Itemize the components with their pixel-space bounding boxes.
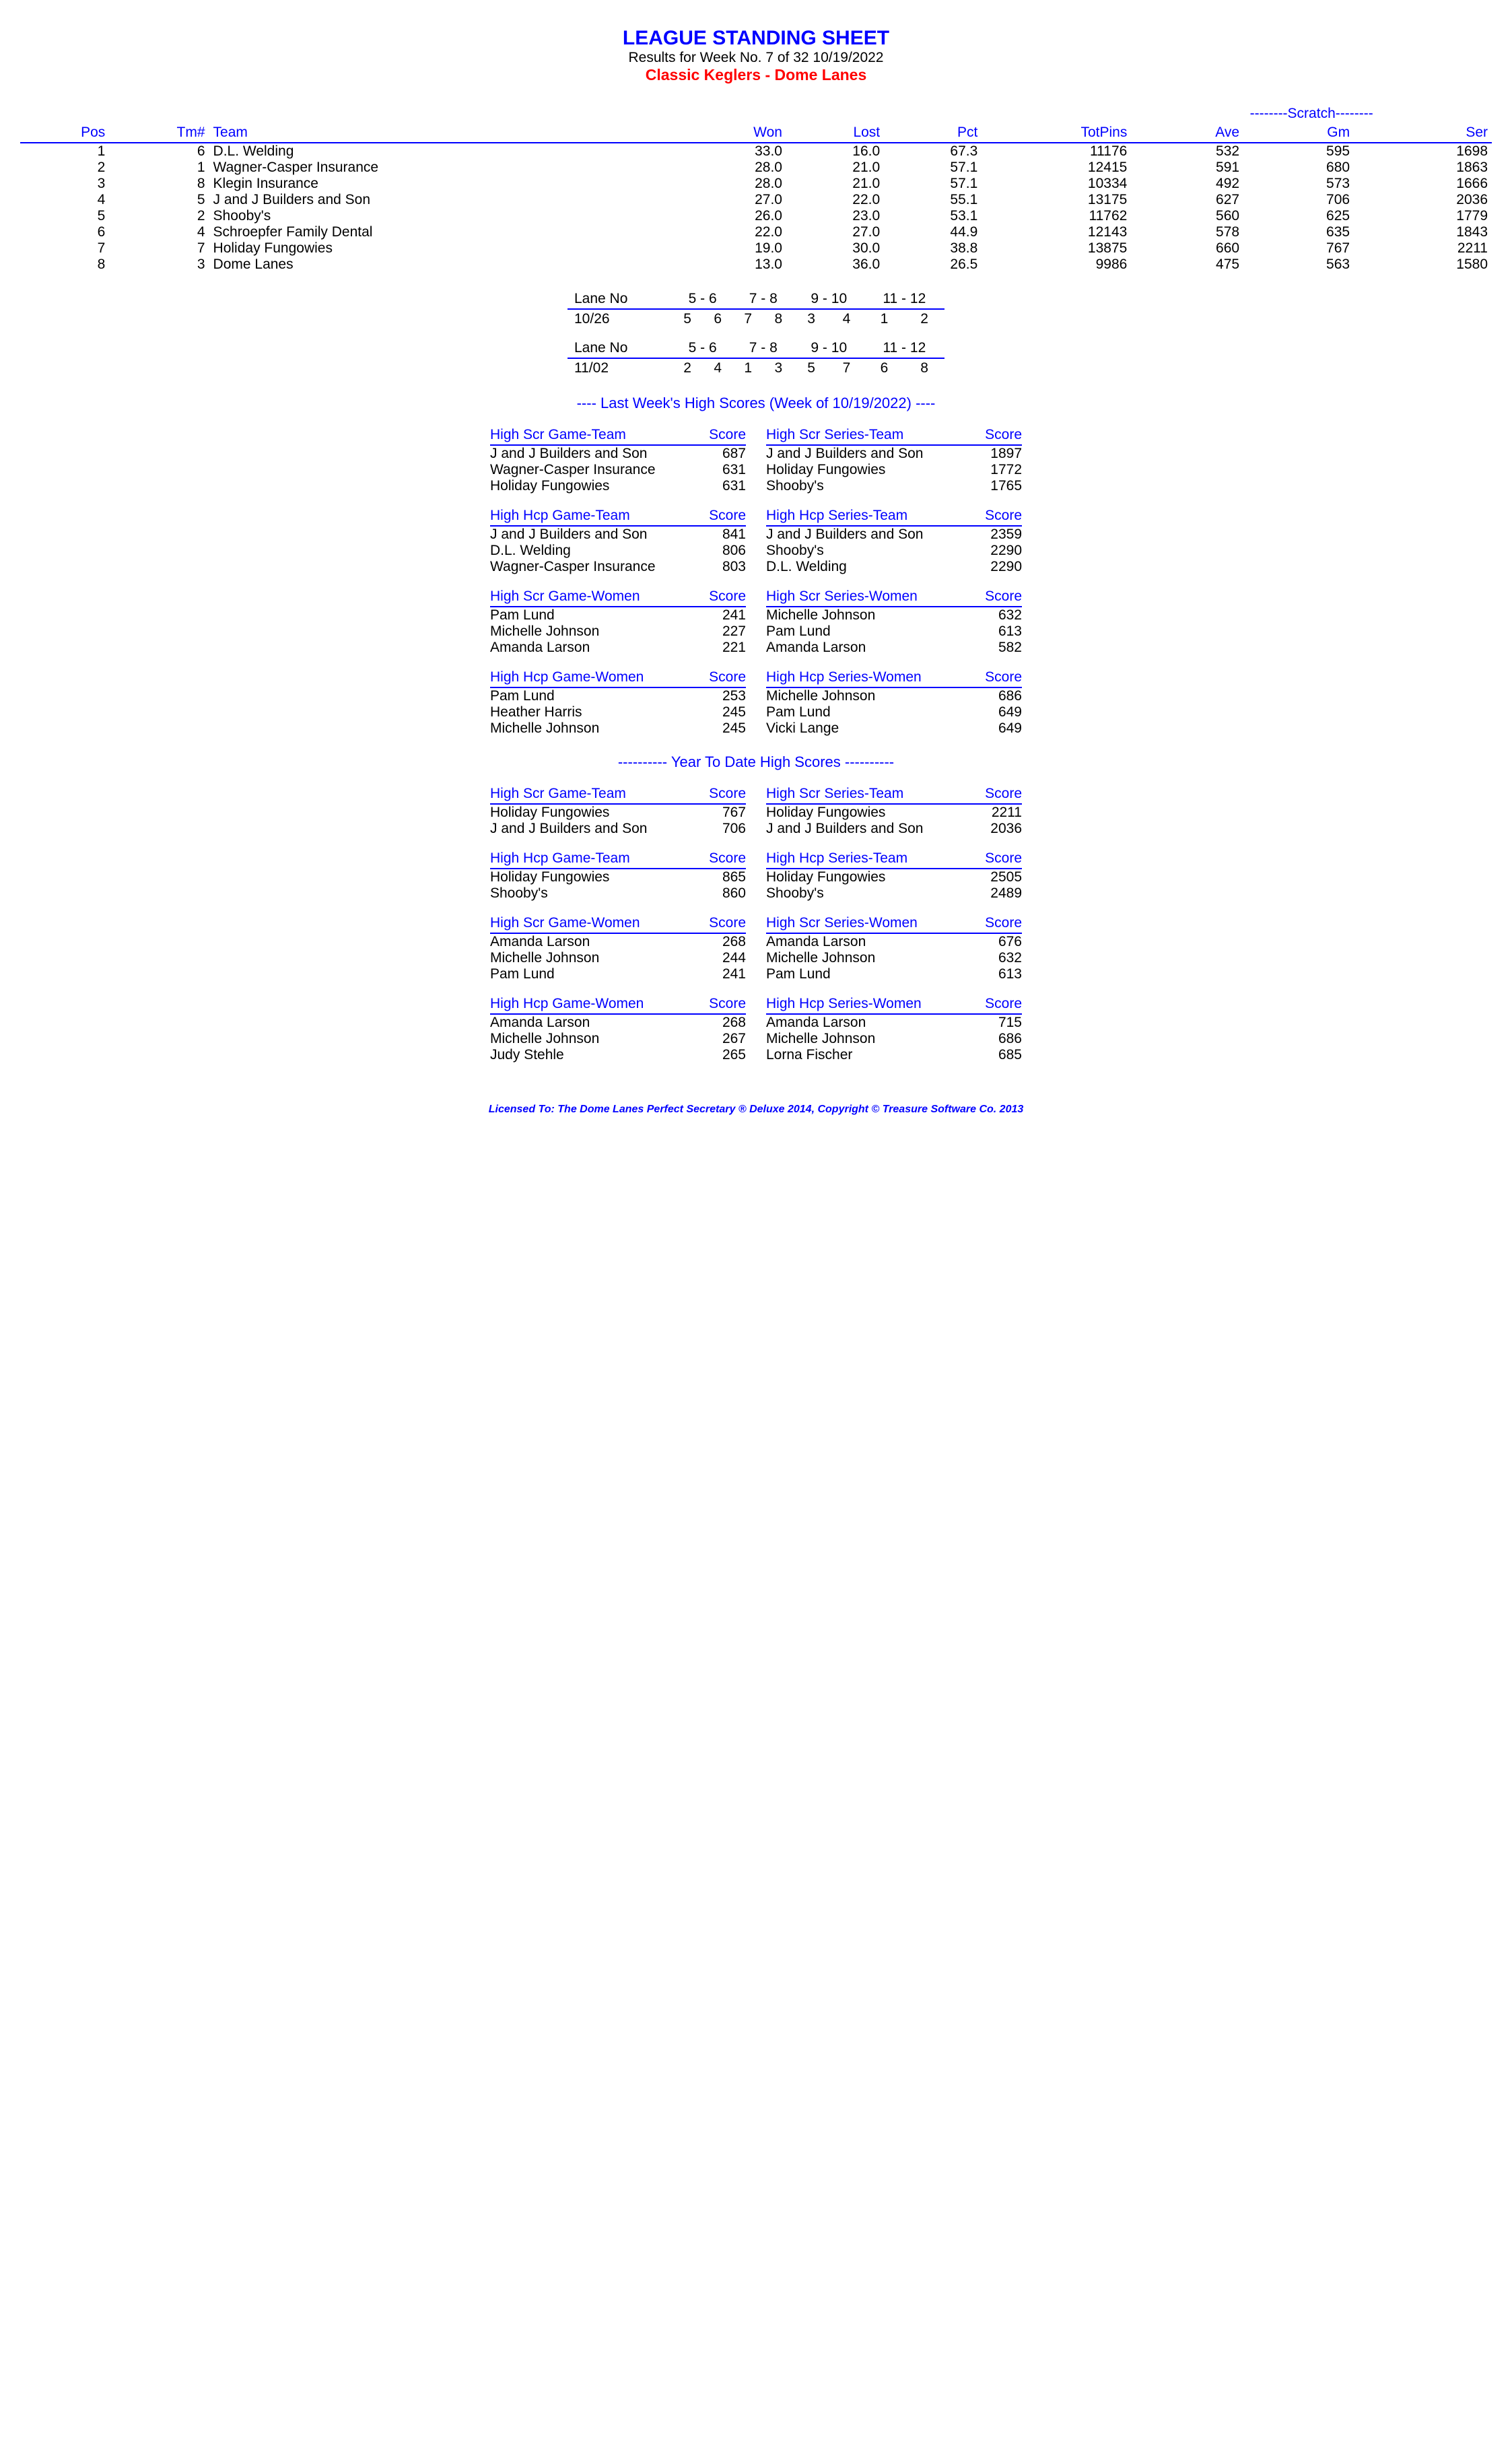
- list-item: Holiday Fungowies1772: [766, 462, 1022, 478]
- list-item: Shooby's860: [490, 885, 746, 902]
- list-item: Holiday Fungowies631: [490, 478, 746, 494]
- table-row: 83Dome Lanes13.036.026.599864755631580: [20, 257, 1492, 273]
- list-item: Shooby's1765: [766, 478, 1022, 494]
- list-item: Shooby's2489: [766, 885, 1022, 902]
- list-item: Judy Stehle265: [490, 1047, 746, 1063]
- score-table: High Scr Series-TeamScoreHoliday Fungowi…: [766, 784, 1022, 837]
- table-row: 64Schroepfer Family Dental22.027.044.912…: [20, 224, 1492, 240]
- col-ave: Ave: [1131, 123, 1243, 143]
- list-item: Lorna Fischer685: [766, 1047, 1022, 1063]
- score-table: High Hcp Series-TeamScoreHoliday Fungowi…: [766, 849, 1022, 902]
- list-item: J and J Builders and Son2359: [766, 526, 1022, 543]
- list-item: Vicki Lange649: [766, 720, 1022, 737]
- list-item: Shooby's2290: [766, 543, 1022, 559]
- score-table: High Hcp Game-WomenScoreAmanda Larson268…: [490, 995, 746, 1063]
- list-item: Pam Lund241: [490, 966, 746, 982]
- footer-text: Licensed To: The Dome Lanes Perfect Secr…: [20, 1104, 1492, 1116]
- score-table: High Scr Game-TeamScoreJ and J Builders …: [490, 426, 746, 494]
- page-title: LEAGUE STANDING SHEET: [20, 27, 1492, 50]
- list-item: Amanda Larson221: [490, 640, 746, 656]
- scratch-label: --------Scratch--------: [1131, 104, 1492, 123]
- list-item: D.L. Welding2290: [766, 559, 1022, 575]
- list-item: Amanda Larson715: [766, 1014, 1022, 1031]
- list-item: Pam Lund649: [766, 704, 1022, 720]
- list-item: Pam Lund613: [766, 966, 1022, 982]
- col-tm#: Tm#: [109, 123, 209, 143]
- col-gm: Gm: [1243, 123, 1354, 143]
- list-item: Michelle Johnson245: [490, 720, 746, 737]
- table-row: 38Klegin Insurance28.021.057.11033449257…: [20, 176, 1492, 192]
- score-table: High Hcp Series-TeamScoreJ and J Builder…: [766, 506, 1022, 575]
- table-row: 45J and J Builders and Son27.022.055.113…: [20, 192, 1492, 208]
- standings-table: --------Scratch-------- PosTm#TeamWonLos…: [20, 104, 1492, 273]
- last-week-title: ---- Last Week's High Scores (Week of 10…: [20, 395, 1492, 412]
- list-item: Amanda Larson268: [490, 1014, 746, 1031]
- score-table: High Scr Series-TeamScoreJ and J Builder…: [766, 426, 1022, 494]
- table-row: 21Wagner-Casper Insurance28.021.057.1124…: [20, 160, 1492, 176]
- score-table: High Scr Game-WomenScoreAmanda Larson268…: [490, 914, 746, 982]
- list-item: Pam Lund241: [490, 607, 746, 624]
- score-table: High Scr Series-WomenScoreAmanda Larson6…: [766, 914, 1022, 982]
- last-week-scores: High Scr Game-TeamScoreJ and J Builders …: [20, 426, 1492, 737]
- list-item: Wagner-Casper Insurance631: [490, 462, 746, 478]
- list-item: Amanda Larson676: [766, 933, 1022, 950]
- list-item: Michelle Johnson267: [490, 1031, 746, 1047]
- ytd-scores: High Scr Game-TeamScoreHoliday Fungowies…: [20, 784, 1492, 1063]
- col-ser: Ser: [1354, 123, 1492, 143]
- list-item: Michelle Johnson632: [766, 607, 1022, 624]
- score-table: High Hcp Game-TeamScoreJ and J Builders …: [490, 506, 746, 575]
- list-item: Holiday Fungowies865: [490, 869, 746, 885]
- score-table: High Scr Game-WomenScorePam Lund241Miche…: [490, 587, 746, 656]
- score-table: High Hcp Series-WomenScoreMichelle Johns…: [766, 668, 1022, 737]
- list-item: Heather Harris245: [490, 704, 746, 720]
- col-won: Won: [685, 123, 786, 143]
- list-item: J and J Builders and Son841: [490, 526, 746, 543]
- table-row: 77Holiday Fungowies19.030.038.8138756607…: [20, 240, 1492, 257]
- list-item: Holiday Fungowies2505: [766, 869, 1022, 885]
- list-item: J and J Builders and Son1897: [766, 445, 1022, 462]
- league-name: Classic Keglers - Dome Lanes: [20, 66, 1492, 84]
- col-lost: Lost: [786, 123, 884, 143]
- col-team: Team: [209, 123, 685, 143]
- list-item: Michelle Johnson632: [766, 950, 1022, 966]
- list-item: Wagner-Casper Insurance803: [490, 559, 746, 575]
- lane-assignments: Lane No5 - 67 - 89 - 1011 - 1210/2656783…: [20, 290, 1492, 378]
- col-pos: Pos: [20, 123, 109, 143]
- col-pct: Pct: [884, 123, 982, 143]
- header: LEAGUE STANDING SHEET Results for Week N…: [20, 27, 1492, 84]
- score-table: High Scr Series-WomenScoreMichelle Johns…: [766, 587, 1022, 656]
- score-table: High Hcp Series-WomenScoreAmanda Larson7…: [766, 995, 1022, 1063]
- list-item: Amanda Larson582: [766, 640, 1022, 656]
- list-item: J and J Builders and Son687: [490, 445, 746, 462]
- score-table: High Hcp Game-WomenScorePam Lund253Heath…: [490, 668, 746, 737]
- list-item: Holiday Fungowies767: [490, 804, 746, 821]
- list-item: Michelle Johnson244: [490, 950, 746, 966]
- list-item: Pam Lund613: [766, 624, 1022, 640]
- ytd-title: ---------- Year To Date High Scores ----…: [20, 753, 1492, 771]
- list-item: Holiday Fungowies2211: [766, 804, 1022, 821]
- list-item: Pam Lund253: [490, 687, 746, 704]
- page-subtitle: Results for Week No. 7 of 32 10/19/2022: [20, 50, 1492, 66]
- score-table: High Hcp Game-TeamScoreHoliday Fungowies…: [490, 849, 746, 902]
- table-row: 16D.L. Welding33.016.067.311176532595169…: [20, 143, 1492, 160]
- list-item: J and J Builders and Son2036: [766, 821, 1022, 837]
- list-item: Michelle Johnson686: [766, 687, 1022, 704]
- col-totpins: TotPins: [982, 123, 1131, 143]
- list-item: Michelle Johnson227: [490, 624, 746, 640]
- list-item: D.L. Welding806: [490, 543, 746, 559]
- table-row: 52Shooby's26.023.053.1117625606251779: [20, 208, 1492, 224]
- list-item: Amanda Larson268: [490, 933, 746, 950]
- list-item: J and J Builders and Son706: [490, 821, 746, 837]
- list-item: Michelle Johnson686: [766, 1031, 1022, 1047]
- score-table: High Scr Game-TeamScoreHoliday Fungowies…: [490, 784, 746, 837]
